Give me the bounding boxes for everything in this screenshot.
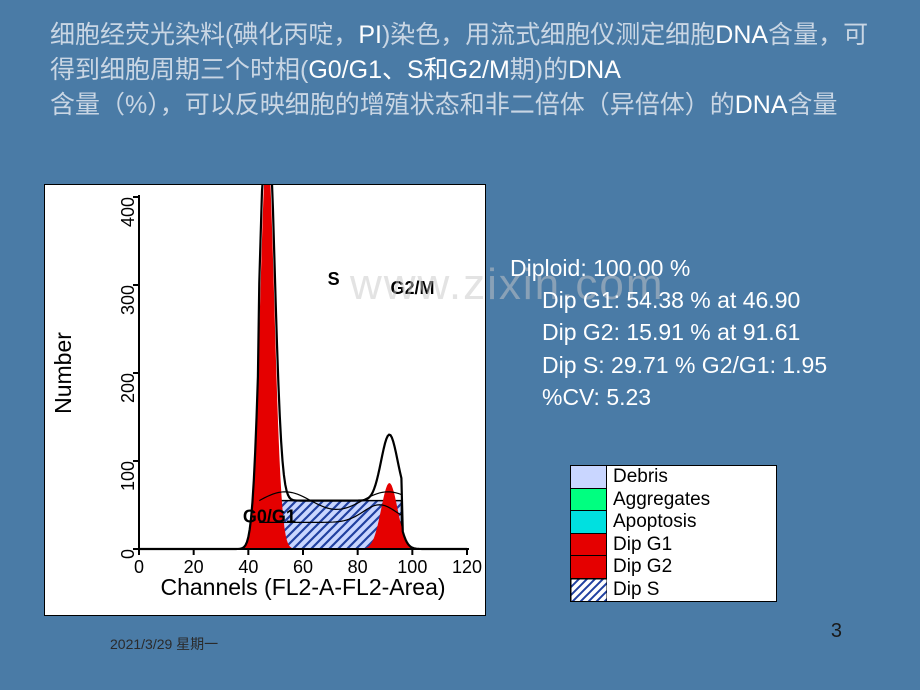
stat-diploid: Diploid: 100.00 %: [510, 252, 827, 284]
legend-row: Debris: [571, 466, 776, 489]
intro-text: 细胞经荧光染料(碘化丙啶，PI)染色，用流式细胞仪测定细胞DNA含量，可得到细胞…: [50, 18, 870, 123]
legend-swatch: [571, 579, 607, 602]
legend-label: Dip S: [607, 579, 659, 601]
stats-block: Diploid: 100.00 % Dip G1: 54.38 % at 46.…: [510, 252, 827, 413]
legend-row: Aggregates: [571, 489, 776, 512]
svg-text:300: 300: [118, 285, 138, 315]
stat-s: Dip S: 29.71 % G2/G1: 1.95: [510, 349, 827, 381]
legend-row: Dip G1: [571, 534, 776, 557]
legend-row: Dip G2: [571, 556, 776, 579]
stat-cv: %CV: 5.23: [510, 381, 827, 413]
legend-swatch: [571, 556, 607, 579]
svg-text:200: 200: [118, 373, 138, 403]
t6: 含量: [788, 91, 838, 119]
footer-date: 2021/3/29 星期一: [110, 634, 218, 654]
legend-swatch: [571, 534, 607, 557]
legend: DebrisAggregatesApoptosisDip G1Dip G2Dip…: [570, 465, 777, 602]
legend-swatch: [571, 489, 607, 512]
svg-text:Channels (FL2-A-FL2-Area): Channels (FL2-A-FL2-Area): [160, 574, 445, 600]
dna3: DNA: [735, 91, 788, 119]
legend-label: Debris: [607, 466, 668, 488]
histogram-chart: 0204060801001200100200300400Channels (FL…: [44, 184, 486, 616]
svg-text:120: 120: [452, 557, 482, 577]
t2: )染色，用流式细胞仪测定细胞: [382, 21, 715, 49]
svg-text:0: 0: [118, 549, 138, 559]
legend-row: Apoptosis: [571, 511, 776, 534]
svg-text:400: 400: [118, 197, 138, 227]
stat-g2: Dip G2: 15.91 % at 91.61: [510, 316, 827, 348]
svg-text:Number: Number: [50, 332, 76, 414]
legend-swatch: [571, 466, 607, 489]
t5: 含量（%），可以反映细胞的增殖状态和非二倍体（异倍体）的: [50, 91, 735, 119]
dna1: DNA: [715, 21, 768, 49]
pi: PI: [358, 21, 382, 49]
dna2: DNA: [568, 56, 621, 84]
svg-text:S: S: [328, 269, 340, 289]
page-number: 3: [831, 620, 842, 643]
legend-row: Dip S: [571, 579, 776, 602]
legend-swatch: [571, 511, 607, 534]
legend-label: Aggregates: [607, 489, 710, 511]
svg-text:G0/G1: G0/G1: [243, 507, 296, 527]
t1: 细胞经荧光染料(碘化丙啶，: [50, 21, 358, 49]
svg-text:100: 100: [118, 461, 138, 491]
stat-g1: Dip G1: 54.38 % at 46.90: [510, 284, 827, 316]
legend-label: Dip G1: [607, 534, 672, 556]
phases: G0/G1、S和G2/M: [308, 56, 509, 84]
svg-text:G2/M: G2/M: [390, 278, 434, 298]
legend-label: Apoptosis: [607, 511, 696, 533]
legend-label: Dip G2: [607, 556, 672, 578]
t4: 期)的: [510, 56, 568, 84]
chart-svg: 0204060801001200100200300400Channels (FL…: [45, 185, 485, 615]
